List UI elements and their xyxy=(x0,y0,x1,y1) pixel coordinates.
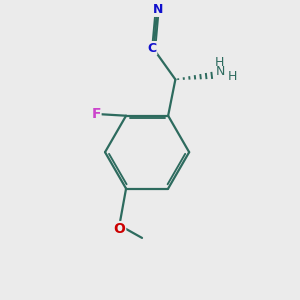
Text: N: N xyxy=(153,3,163,16)
Text: H: H xyxy=(215,56,224,69)
Text: H: H xyxy=(227,70,237,83)
Text: F: F xyxy=(92,107,101,121)
Text: N: N xyxy=(216,65,226,78)
Text: C: C xyxy=(148,42,157,55)
Text: O: O xyxy=(114,222,126,236)
